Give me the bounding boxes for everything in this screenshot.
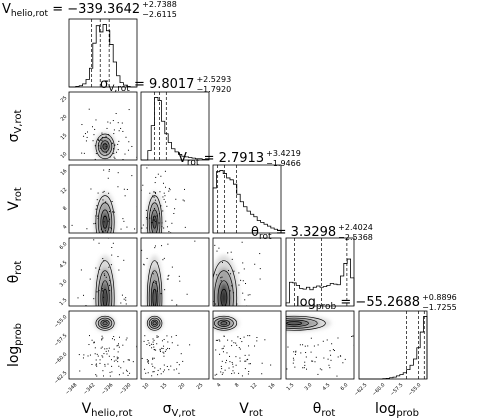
- err-minus-theta: −2.5368: [338, 233, 373, 242]
- ytick-sigma-3: 10: [60, 151, 69, 160]
- panel-theta-vs-vrot: [212, 237, 282, 307]
- xtick-logprob-1: −60.0: [371, 382, 386, 397]
- xtick-sigma-1: 15: [160, 382, 169, 391]
- title-logprob: logprob = −55.2688: [296, 295, 420, 312]
- err-plus-sigma: +2.5293: [196, 75, 231, 84]
- ytick-vrot-0: 16: [60, 168, 69, 177]
- hist-step-vrot: [212, 170, 282, 233]
- hist-vrot: [212, 164, 282, 234]
- hist-step-theta: [285, 258, 355, 306]
- xtick-logprob-0: −62.5: [353, 382, 368, 397]
- ytick-theta-2: 3.0: [59, 279, 69, 289]
- panel-logprob-vs-vrot: [212, 310, 282, 380]
- ytick-sigma-2: 15: [60, 133, 69, 142]
- xtick-vhelio-2: −336: [100, 382, 114, 396]
- err-plus-vrot: +3.4219: [266, 149, 301, 158]
- xtick-vrot-1: 8: [234, 382, 240, 388]
- panel-logprob-vs-theta: [285, 310, 355, 380]
- hist-vhelio: [68, 18, 138, 88]
- xlabel-theta: θrot: [313, 401, 336, 419]
- ytick-sigma-1: 20: [60, 114, 69, 123]
- xlabel-vrot: Vrot: [239, 401, 263, 419]
- xtick-vrot-0: 4: [216, 382, 222, 388]
- hist-logprob: [358, 310, 428, 380]
- panel-theta-vs-sigma: [140, 237, 210, 307]
- err-plus-vhelio: +2.7388: [142, 0, 177, 9]
- ylabel-theta: θrot: [6, 261, 24, 284]
- xtick-sigma-0: 10: [142, 382, 151, 391]
- panel-logprob-vs-vhelio: [68, 310, 138, 380]
- xtick-logprob-2: −57.5: [389, 382, 404, 397]
- panel-logprob-vs-sigma: [140, 310, 210, 380]
- panel-vrot-vs-vhelio: [68, 164, 138, 234]
- xtick-theta-1: 3.0: [304, 382, 314, 392]
- err-plus-logprob: +0.8896: [422, 293, 457, 302]
- xtick-theta-3: 6.0: [340, 382, 350, 392]
- err-minus-vrot: −1.9466: [266, 159, 301, 168]
- ylabel-logprob: logprob: [6, 323, 24, 367]
- ylabel-sigma: σV,rot: [6, 110, 24, 143]
- ytick-sigma-0: 25: [60, 95, 69, 104]
- hist-sigma: [140, 91, 210, 161]
- xtick-vrot-3: 16: [268, 382, 277, 391]
- xlabel-sigma: σV,rot: [163, 401, 196, 419]
- hist-theta: [285, 237, 355, 307]
- xtick-theta-0: 1.5: [286, 382, 296, 392]
- ytick-vrot-2: 8: [62, 206, 68, 212]
- title-theta: θrot = 3.3298: [251, 225, 336, 242]
- xtick-vhelio-3: −330: [118, 382, 132, 396]
- ytick-theta-0: 6.0: [59, 241, 69, 251]
- ytick-theta-1: 4.5: [59, 260, 69, 270]
- panel-theta-vs-vhelio: [68, 237, 138, 307]
- xtick-theta-2: 4.5: [322, 382, 332, 392]
- ytick-vrot-3: 4: [62, 224, 68, 230]
- err-minus-logprob: −1.7255: [422, 303, 457, 312]
- xtick-vhelio-0: −348: [64, 382, 78, 396]
- ytick-theta-3: 1.5: [59, 297, 69, 307]
- hist-step-logprob: [359, 316, 428, 380]
- xlabel-vhelio: Vhelio,rot: [82, 401, 133, 419]
- ytick-vrot-1: 12: [60, 187, 69, 196]
- xtick-sigma-3: 25: [196, 382, 205, 391]
- hist-step-vhelio: [69, 24, 137, 88]
- ytick-logprob-3: −62.5: [53, 370, 68, 385]
- err-minus-sigma: −1.7920: [196, 85, 231, 94]
- ytick-logprob-1: −57.5: [53, 333, 68, 348]
- hist-step-sigma: [141, 97, 210, 161]
- panel-vrot-vs-sigma: [140, 164, 210, 234]
- title-vhelio: Vhelio,rot = −339.3642: [2, 2, 140, 19]
- xtick-sigma-2: 20: [178, 382, 187, 391]
- err-minus-vhelio: −2.6115: [142, 10, 177, 19]
- ylabel-vrot: Vrot: [6, 187, 24, 211]
- ytick-logprob-0: −55.0: [53, 314, 68, 329]
- title-sigma: σV,rot = 9.8017: [100, 77, 194, 94]
- err-plus-theta: +2.4024: [338, 223, 373, 232]
- ytick-logprob-2: −60.0: [53, 352, 68, 367]
- title-vrot: Vrot = 2.7913: [178, 151, 264, 168]
- panel-sigma-vs-vhelio: [68, 91, 138, 161]
- xlabel-logprob: logprob: [375, 401, 419, 419]
- xtick-logprob-3: −55.0: [407, 382, 422, 397]
- xtick-vhelio-1: −342: [82, 382, 96, 396]
- xtick-vrot-2: 12: [250, 382, 259, 391]
